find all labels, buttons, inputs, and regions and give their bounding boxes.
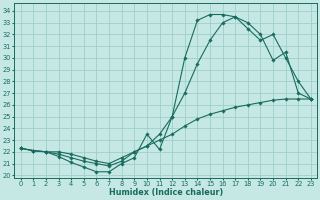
X-axis label: Humidex (Indice chaleur): Humidex (Indice chaleur): [109, 188, 223, 197]
